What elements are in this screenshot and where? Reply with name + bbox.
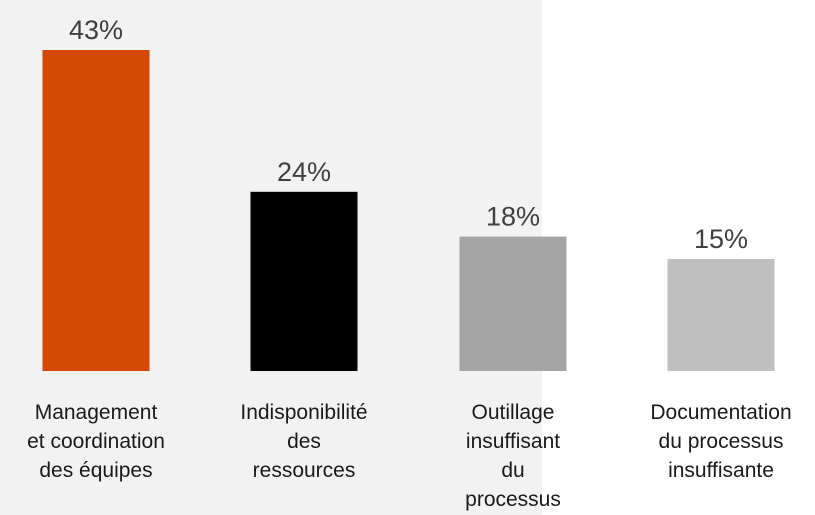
category-label-line: Documentation: [650, 401, 791, 424]
bars-layer: [42, 50, 775, 371]
category-label-1: Management et coordination des équipes: [27, 401, 165, 482]
category-label-line: Indisponibilité: [240, 401, 367, 424]
category-label-4: Documentation du processus insuffisante: [650, 401, 791, 482]
category-label-2: Indisponibilité des ressources: [240, 401, 367, 482]
category-label-line: ressources: [253, 459, 356, 482]
category-label-line: processus: [465, 488, 561, 511]
category-label-line: des: [287, 430, 321, 453]
category-labels-layer: Management et coordination des équipes Indi…: [27, 401, 792, 511]
bar-4: [667, 259, 775, 371]
category-label-line: du: [501, 459, 524, 482]
category-label-line: des équipes: [39, 459, 152, 482]
category-label-3: Outillage insuffisant du processus: [465, 401, 561, 511]
bar-value-label-1: 43%: [69, 15, 123, 45]
category-label-line: Outillage: [472, 401, 555, 424]
bar-value-label-2: 24%: [277, 157, 331, 187]
bar-1: [42, 50, 150, 371]
category-label-line: insuffisante: [668, 459, 774, 482]
value-labels-layer: 43% 24% 18% 15%: [69, 15, 748, 254]
category-label-line: du processus: [659, 430, 784, 453]
bar-2: [250, 191, 358, 371]
bar-value-label-3: 18%: [486, 202, 540, 232]
bar-3: [459, 236, 567, 371]
bar-value-label-4: 15%: [694, 224, 748, 254]
category-label-line: insuffisant: [466, 430, 560, 453]
category-label-line: Management: [35, 401, 158, 424]
category-label-line: et coordination: [27, 430, 165, 453]
